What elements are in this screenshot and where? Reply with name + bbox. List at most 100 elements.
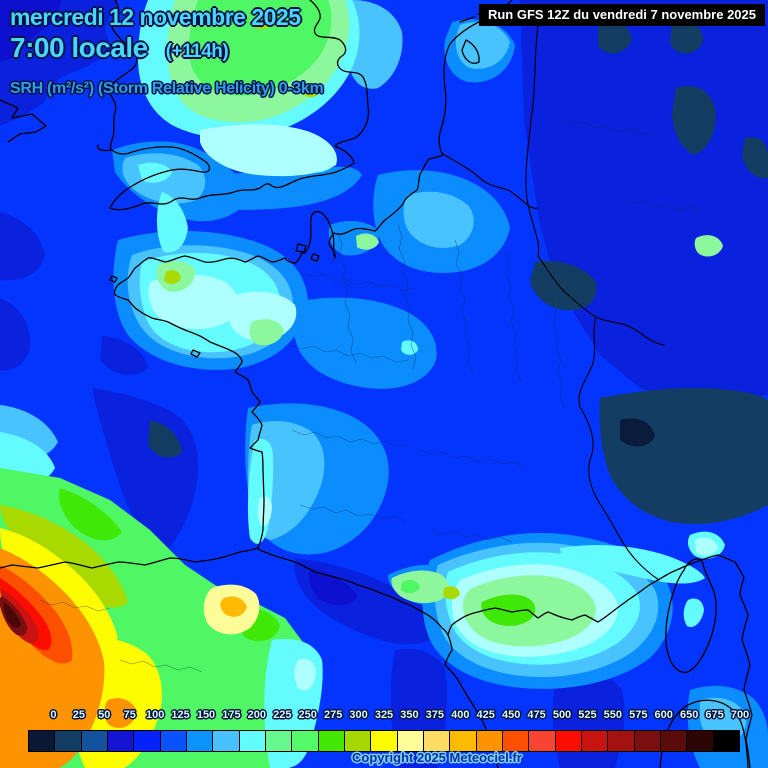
island-belle-ile xyxy=(190,349,201,358)
legend-value-label: 575 xyxy=(629,709,648,721)
legend-value-label: 525 xyxy=(578,709,597,721)
contour-region xyxy=(0,0,62,62)
legend-value-label: 425 xyxy=(476,709,495,721)
island-guernsey xyxy=(310,253,320,262)
contour-region xyxy=(481,594,536,626)
legend-value-label: 475 xyxy=(527,709,546,721)
legend-cell xyxy=(528,730,556,752)
legend-cell xyxy=(633,730,661,752)
legend-labels: 0 25 50 75 100 125 150 175 200 225 250 275 300 325 350… xyxy=(0,709,768,727)
contour-region xyxy=(742,137,768,179)
legend-value-label: 325 xyxy=(374,709,394,721)
legend-value-label: 375 xyxy=(425,709,445,721)
legend-value-label: 700 xyxy=(730,709,750,721)
contour-region xyxy=(308,568,358,606)
legend-value-label: 175 xyxy=(222,709,241,721)
contour-region xyxy=(58,488,122,541)
contour-green xyxy=(164,0,536,626)
legend-cell xyxy=(343,730,372,752)
contour-region xyxy=(401,579,420,594)
contour-region xyxy=(249,319,284,346)
contour-region xyxy=(220,596,247,617)
contour-region xyxy=(254,15,272,30)
border-pyrenees xyxy=(257,548,449,636)
legend-value-label: 675 xyxy=(705,709,724,721)
contour-region xyxy=(403,191,474,248)
legend-cells xyxy=(28,730,740,752)
legend-cell xyxy=(396,730,424,752)
legend-cell xyxy=(449,730,477,752)
legend-value-label: 600 xyxy=(654,709,673,721)
legend-cell xyxy=(659,730,688,752)
legend-cell xyxy=(159,730,187,752)
contour-region xyxy=(104,698,137,728)
border-belgium xyxy=(442,153,539,209)
coastline-continent-france-spain xyxy=(0,0,513,569)
contour-region xyxy=(683,598,704,628)
legend-cell xyxy=(80,730,108,752)
model-run-label: Run GFS 12Z du vendredi 7 novembre 2025 xyxy=(478,4,765,26)
contour-region xyxy=(0,505,128,608)
legend-value-label: 0 xyxy=(50,709,57,721)
legend-cell xyxy=(580,730,609,752)
legend-cell xyxy=(607,730,635,752)
legend-cell xyxy=(422,730,451,752)
contour-region xyxy=(189,0,332,96)
contour-region xyxy=(391,570,449,604)
legend-value-label: 250 xyxy=(298,709,317,721)
contour-region xyxy=(304,85,320,98)
coastline-corsica xyxy=(665,558,717,674)
legend-cell xyxy=(370,730,398,752)
contour-region xyxy=(293,297,437,389)
contour-region xyxy=(257,496,272,527)
legend-cell xyxy=(212,730,240,752)
contour-region xyxy=(0,298,31,371)
legend-cell xyxy=(185,730,214,752)
legend-value-label: 50 xyxy=(98,709,111,721)
contour-region xyxy=(164,270,181,284)
legend-value-label: 150 xyxy=(196,709,216,721)
contour-darkest-navy xyxy=(620,418,655,447)
legend-cell xyxy=(28,730,56,752)
island-jersey xyxy=(295,243,307,253)
legend-value-label: 275 xyxy=(323,709,343,721)
legend-value-label: 550 xyxy=(603,709,623,721)
legend-cell xyxy=(54,730,82,752)
contour-region xyxy=(92,388,199,550)
contour-region xyxy=(443,586,460,600)
contour-region xyxy=(695,537,718,556)
legend-value-label: 200 xyxy=(247,709,267,721)
contour-region xyxy=(0,212,45,281)
legend-cell xyxy=(475,730,503,752)
legend-cell xyxy=(712,730,740,752)
contour-region xyxy=(530,260,597,311)
border-france-italy xyxy=(578,316,660,581)
legend-value-label: 500 xyxy=(552,709,572,721)
legend-value-label: 75 xyxy=(123,709,136,721)
coastline-france-med xyxy=(447,554,753,768)
contour-region xyxy=(200,124,337,177)
contour-region xyxy=(3,602,21,628)
legend-value-label: 650 xyxy=(679,709,699,721)
coastline-britain xyxy=(96,0,370,211)
legend-cell xyxy=(238,730,266,752)
contour-region xyxy=(356,233,379,250)
legend-cell xyxy=(501,730,530,752)
copyright-label: Copyright 2025 Meteociel.fr xyxy=(352,750,522,765)
legend-cell xyxy=(264,730,293,752)
border-netherlands-germany xyxy=(525,24,540,257)
contour-region xyxy=(672,86,716,155)
legend-cell xyxy=(317,730,345,752)
legend-value-label: 125 xyxy=(171,709,190,721)
legend-cell xyxy=(106,730,135,752)
coastline-ireland xyxy=(0,99,47,143)
contour-region xyxy=(148,420,182,458)
department-borders xyxy=(39,119,703,673)
legend-value-label: 450 xyxy=(501,709,521,721)
legend-value-label: 300 xyxy=(349,709,368,721)
contour-region xyxy=(156,192,188,253)
legend-value-label: 400 xyxy=(451,709,470,721)
